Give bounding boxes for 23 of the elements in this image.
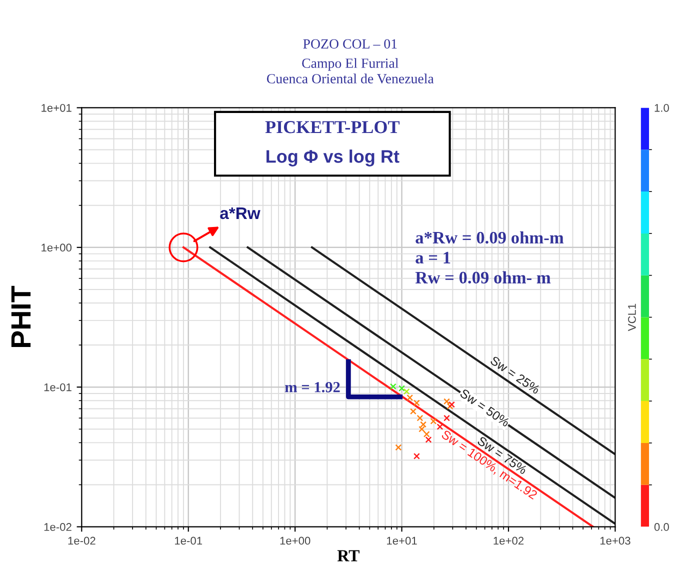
chart-subtitle: Campo El Furrial Cuenca Oriental de Venezuela <box>266 58 434 84</box>
color-bar-title: VCL1 <box>628 304 636 332</box>
x-tick-label: 1e+01 <box>387 536 417 545</box>
color-bar-label: 1.0 <box>654 104 669 112</box>
y-tick-label: 1e-01 <box>44 383 72 392</box>
x-tick-label: 1e+00 <box>280 536 310 545</box>
y-axis-title: PHIT <box>11 286 31 348</box>
annotation: m = 1.92 <box>285 382 340 392</box>
chart-title: POZO COL – 01 <box>303 39 397 49</box>
annotation: Log Φ vs log Rt <box>266 150 400 166</box>
annotation: a*Rw = 0.09 ohm-m a = 1 Rw = 0.09 ohm- m <box>415 231 564 284</box>
y-tick-label: 1e+00 <box>42 244 72 252</box>
text: Sw = 50% <box>459 388 510 428</box>
x-tick-label: 1e+03 <box>600 536 630 545</box>
color-bar-label: 0.0 <box>654 523 669 531</box>
x-tick-label: 1e+02 <box>494 536 524 545</box>
x-tick-label: 1e-01 <box>175 536 202 545</box>
x-axis-title: RT <box>337 550 360 562</box>
annotation: PICKETT-PLOT <box>265 121 400 134</box>
annotation: a*Rw <box>220 207 260 220</box>
x-tick-label: 1e-02 <box>68 536 96 545</box>
y-tick-label: 1e-02 <box>44 523 72 531</box>
y-tick-label: 1e+01 <box>42 104 72 112</box>
